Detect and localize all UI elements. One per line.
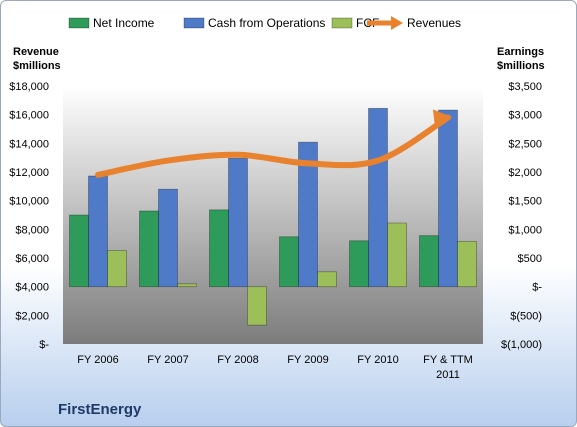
bar-cash-from-operations xyxy=(438,109,458,288)
left-tick-label: $18,000 xyxy=(9,81,49,93)
right-tick-label: $- xyxy=(532,282,542,294)
plot-area xyxy=(63,86,483,344)
right-axis-title: Earnings $millions xyxy=(497,46,545,72)
left-tick-label: $10,000 xyxy=(9,196,49,208)
bars-layer xyxy=(69,107,477,326)
x-tick-label: FY 2009 xyxy=(287,354,328,366)
right-tick-label: $2,000 xyxy=(508,167,542,179)
right-axis-ticks: $(1,000) $(500) $- $500 $1,000 $1,500 $2,000 $2… xyxy=(501,81,542,351)
left-tick-label: $14,000 xyxy=(9,138,49,150)
bar-fcf xyxy=(247,286,267,326)
legend-label-revenues: Revenues xyxy=(407,16,461,30)
right-tick-label: $1,500 xyxy=(508,196,542,208)
left-axis-ticks: $- $2,000 $4,000 $6,000 $8,000 $10,000 $12,000… xyxy=(9,81,49,351)
right-axis-title-line: Earnings xyxy=(497,46,544,58)
right-tick-label: $(500) xyxy=(510,310,542,322)
bar-fcf xyxy=(457,240,477,288)
left-axis-title: Revenue $millions xyxy=(13,46,61,72)
bar-net-income xyxy=(279,236,299,288)
right-tick-label: $3,000 xyxy=(508,110,542,122)
bar-fcf xyxy=(387,222,407,288)
legend-swatch-cash-from-operations xyxy=(183,17,205,29)
revenue-line xyxy=(95,114,451,178)
bar-net-income xyxy=(419,235,439,288)
bar-cash-from-operations xyxy=(368,107,388,288)
right-tick-label: $2,500 xyxy=(508,138,542,150)
legend-label-net-income: Net Income xyxy=(93,16,155,30)
legend-arrow-revenues xyxy=(391,16,403,30)
x-tick-label: FY & TTM xyxy=(423,354,473,366)
x-axis-ticks: FY 2006 FY 2007 FY 2008 FY 2009 FY 2010 FY & … xyxy=(77,354,473,381)
left-tick-label: $8,000 xyxy=(15,224,49,236)
right-tick-label: $(1,000) xyxy=(501,339,542,351)
bar-cash-from-operations xyxy=(298,141,318,288)
left-tick-label: $12,000 xyxy=(9,167,49,179)
left-tick-label: $6,000 xyxy=(15,253,49,265)
left-tick-label: $4,000 xyxy=(15,282,49,294)
x-tick-label: FY 2006 xyxy=(77,354,118,366)
legend-swatch-net-income xyxy=(68,17,90,29)
bar-fcf xyxy=(107,250,127,288)
bar-fcf xyxy=(317,271,337,288)
bar-cash-from-operations xyxy=(228,157,248,288)
legend-swatch-fcf xyxy=(331,17,353,29)
x-tick-label: FY 2010 xyxy=(357,354,398,366)
right-tick-label: $1,000 xyxy=(508,224,542,236)
bar-fcf xyxy=(177,283,197,288)
right-axis-title-line: $millions xyxy=(497,60,545,72)
bar-net-income xyxy=(209,209,229,288)
left-tick-label: $2,000 xyxy=(15,310,49,322)
company-name: FirstEnergy xyxy=(58,401,142,418)
left-tick-label: $- xyxy=(39,339,49,351)
bar-net-income xyxy=(69,214,89,288)
bar-net-income xyxy=(139,210,159,288)
left-tick-label: $16,000 xyxy=(9,110,49,122)
revenue-line-layer xyxy=(95,109,452,178)
bar-net-income xyxy=(349,240,369,288)
revenue-arrowhead xyxy=(432,109,452,130)
legend-label-cash-from-operations: Cash from Operations xyxy=(208,16,325,30)
left-axis-title-line: $millions xyxy=(13,60,61,72)
x-tick-label: FY 2008 xyxy=(217,354,258,366)
bar-cash-from-operations xyxy=(88,175,108,288)
x-tick-label: 2011 xyxy=(436,369,460,381)
right-tick-label: $3,500 xyxy=(508,81,542,93)
right-tick-label: $500 xyxy=(518,253,542,265)
bar-cash-from-operations xyxy=(158,188,178,288)
x-tick-label: FY 2007 xyxy=(147,354,188,366)
left-axis-title-line: Revenue xyxy=(13,46,59,58)
